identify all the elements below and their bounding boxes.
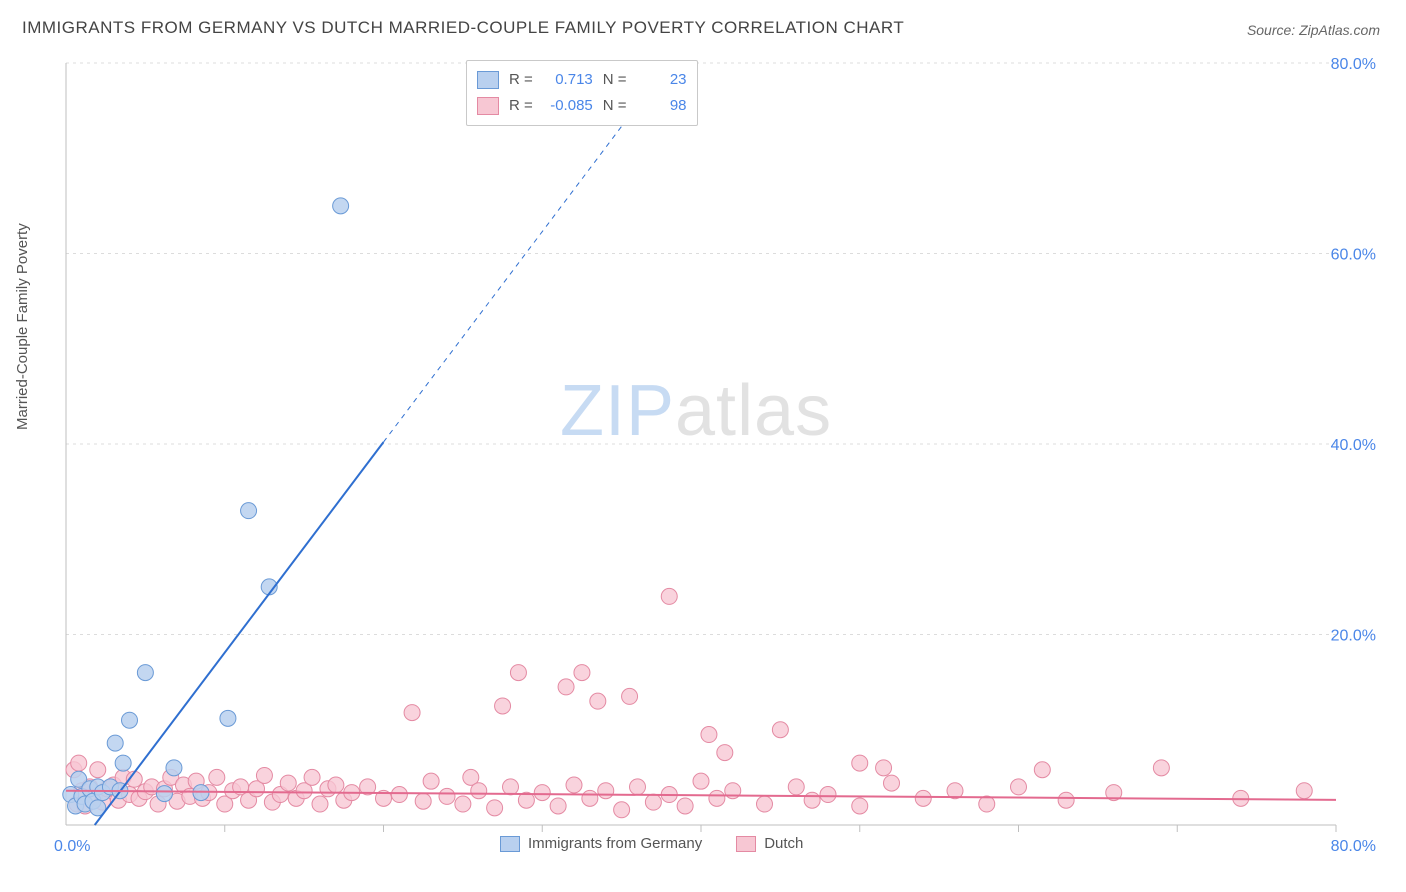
point-germany [333,198,349,214]
point-dutch [622,688,638,704]
point-dutch [852,755,868,771]
legend-chip-germany [477,71,499,89]
point-dutch [1058,792,1074,808]
stats-r-value-dutch: -0.085 [543,93,593,119]
svg-text:80.0%: 80.0% [1331,56,1376,73]
source-prefix: Source: [1247,22,1299,38]
source-attribution: Source: ZipAtlas.com [1247,22,1380,38]
point-dutch [757,796,773,812]
legend-item-germany[interactable]: Immigrants from Germany [500,835,702,852]
stats-n-label: N = [603,67,627,93]
svg-text:60.0%: 60.0% [1331,247,1376,264]
point-dutch [582,790,598,806]
point-dutch [852,798,868,814]
point-dutch [1153,760,1169,776]
chart-title: IMMIGRANTS FROM GERMANY VS DUTCH MARRIED… [22,18,904,38]
source-link[interactable]: ZipAtlas.com [1299,22,1380,38]
point-dutch [717,745,733,761]
point-dutch [788,779,804,795]
point-dutch [391,787,407,803]
point-germany [137,665,153,681]
point-dutch [701,727,717,743]
point-dutch [1034,762,1050,778]
point-dutch [90,762,106,778]
point-dutch [71,755,87,771]
stats-n-value-germany: 23 [637,67,687,93]
point-dutch [312,796,328,812]
svg-text:0.0%: 0.0% [54,838,90,855]
y-axis-label: Married-Couple Family Poverty [14,223,31,430]
point-germany [166,760,182,776]
scatter-plot-svg: 20.0% 40.0% 60.0% 80.0% 0.0% 80.0% [48,55,1378,855]
point-dutch [510,665,526,681]
bottom-legend: Immigrants from Germany Dutch [500,835,803,852]
point-dutch [550,798,566,814]
point-dutch [455,796,471,812]
point-dutch [1296,783,1312,799]
point-dutch [503,779,519,795]
point-dutch [280,775,296,791]
legend-label-dutch: Dutch [764,835,803,852]
legend-label-germany: Immigrants from Germany [528,835,702,852]
point-dutch [645,794,661,810]
stats-n-label: N = [603,93,627,119]
point-dutch [693,773,709,789]
point-dutch [256,767,272,783]
stats-r-value-germany: 0.713 [543,67,593,93]
stats-r-label: R = [509,67,533,93]
legend-item-dutch[interactable]: Dutch [736,835,803,852]
svg-text:80.0%: 80.0% [1331,838,1376,855]
point-dutch [876,760,892,776]
stats-row-dutch: R = -0.085 N = 98 [477,93,687,119]
stats-r-label: R = [509,93,533,119]
point-dutch [471,783,487,799]
point-dutch [884,775,900,791]
legend-chip-germany [500,836,520,852]
point-dutch [415,793,431,809]
point-dutch [661,588,677,604]
point-dutch [709,790,725,806]
point-dutch [772,722,788,738]
point-dutch [495,698,511,714]
trendline-germany [95,442,384,825]
plot-area: 20.0% 40.0% 60.0% 80.0% 0.0% 80.0% [48,55,1378,855]
point-dutch [1011,779,1027,795]
legend-chip-dutch [736,836,756,852]
point-germany [156,786,172,802]
svg-text:40.0%: 40.0% [1331,437,1376,454]
point-germany [122,712,138,728]
stats-row-germany: R = 0.713 N = 23 [477,67,687,93]
point-dutch [423,773,439,789]
point-germany [220,710,236,726]
point-dutch [209,769,225,785]
point-dutch [487,800,503,816]
point-dutch [915,790,931,806]
stats-legend-box: R = 0.713 N = 23 R = -0.085 N = 98 [466,60,698,126]
stats-n-value-dutch: 98 [637,93,687,119]
point-dutch [614,802,630,818]
point-dutch [328,777,344,793]
point-dutch [534,785,550,801]
point-dutch [979,796,995,812]
legend-chip-dutch [477,97,499,115]
point-dutch [558,679,574,695]
point-dutch [590,693,606,709]
point-dutch [439,788,455,804]
point-dutch [304,769,320,785]
point-dutch [574,665,590,681]
point-germany [241,503,257,519]
point-germany [115,755,131,771]
point-dutch [630,779,646,795]
point-dutch [820,787,836,803]
point-dutch [566,777,582,793]
point-dutch [404,705,420,721]
svg-text:20.0%: 20.0% [1331,628,1376,645]
point-dutch [677,798,693,814]
point-dutch [804,792,820,808]
point-dutch [598,783,614,799]
point-germany [107,735,123,751]
